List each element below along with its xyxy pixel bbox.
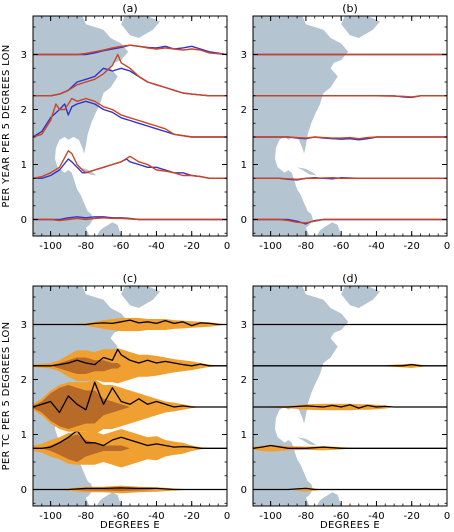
y-tick-label: 0 bbox=[241, 485, 247, 496]
land-shape bbox=[297, 437, 317, 446]
spread-band-light bbox=[253, 363, 447, 368]
y-tick-label: 1 bbox=[21, 430, 27, 441]
x-tick-label: 0 bbox=[224, 241, 230, 252]
y-tick-label: 3 bbox=[21, 320, 27, 331]
series-line bbox=[33, 97, 227, 138]
land-shape bbox=[121, 16, 160, 38]
x-tick-label: -40 bbox=[148, 511, 164, 522]
spread-band-light bbox=[33, 348, 227, 384]
x-tick-label: -80 bbox=[78, 241, 94, 252]
y-tick-label: 3 bbox=[21, 50, 27, 61]
mean-line bbox=[33, 348, 227, 367]
x-tick-label: -100 bbox=[39, 241, 62, 252]
x-tick-label: -20 bbox=[404, 511, 420, 522]
panel-b: -100 -80 -60 -40 -20 0 0 1 2 3 bbox=[241, 15, 450, 252]
panel-c-ylabel: PER TC PER 5 DEGREES LON bbox=[1, 322, 12, 471]
y-tick-label: 0 bbox=[21, 485, 27, 496]
series-line bbox=[253, 95, 447, 98]
x-tick-label: -100 bbox=[39, 511, 62, 522]
x-tick-label: -100 bbox=[259, 241, 282, 252]
x-tick-label: -60 bbox=[333, 511, 349, 522]
series-line bbox=[33, 217, 227, 222]
spread-band-dark bbox=[33, 385, 227, 429]
y-tick-label: 2 bbox=[241, 375, 247, 386]
x-tick-label: 0 bbox=[444, 241, 450, 252]
spread-band-dark bbox=[33, 434, 227, 462]
panel-a-title: (a) bbox=[122, 2, 137, 15]
panel-d-title: (d) bbox=[342, 272, 358, 285]
panel-c-xlabel: DEGREES E bbox=[100, 520, 160, 531]
land-shape bbox=[297, 167, 317, 176]
y-tick-label: 1 bbox=[21, 160, 27, 171]
land-shape bbox=[77, 167, 97, 176]
y-tick-label: 1 bbox=[241, 160, 247, 171]
land-shape bbox=[33, 16, 129, 236]
series-line bbox=[253, 136, 447, 140]
panel-d-xlabel: DEGREES E bbox=[320, 520, 380, 531]
x-tick-label: 0 bbox=[444, 511, 450, 522]
spread-band-light bbox=[253, 403, 447, 411]
panel-a: -100 -80 -60 -40 -20 0 0 1 2 3 bbox=[21, 15, 230, 252]
y-tick-label: 2 bbox=[21, 375, 27, 386]
mean-line bbox=[33, 381, 227, 414]
panel-c-plot-area bbox=[33, 286, 227, 506]
x-tick-label: -60 bbox=[333, 241, 349, 252]
panel-d: -100 -80 -60 -40 -20 0 0 1 2 3 bbox=[241, 285, 450, 522]
panel-d-plot-area bbox=[253, 286, 447, 506]
mean-line bbox=[253, 444, 447, 449]
x-tick-label: -20 bbox=[404, 241, 420, 252]
y-tick-label: 3 bbox=[241, 320, 247, 331]
land-shape bbox=[253, 16, 349, 236]
x-tick-label: -60 bbox=[113, 241, 129, 252]
panel-b-title: (b) bbox=[342, 2, 358, 15]
series-line bbox=[253, 177, 447, 180]
mean-line bbox=[33, 487, 227, 491]
mean-line bbox=[253, 404, 447, 409]
panel-b-plot-area bbox=[253, 16, 447, 236]
x-tick-label: -100 bbox=[259, 511, 282, 522]
panel-a-ylabel: PER YEAR PER 5 DEGREES LON bbox=[1, 44, 12, 207]
y-tick-label: 2 bbox=[241, 105, 247, 116]
series-line bbox=[33, 53, 227, 97]
y-tick-label: 1 bbox=[241, 430, 247, 441]
spread-band-light bbox=[33, 317, 227, 332]
y-tick-label: 0 bbox=[241, 215, 247, 226]
series-line bbox=[33, 100, 227, 138]
x-tick-label: -40 bbox=[368, 511, 384, 522]
x-tick-label: -80 bbox=[298, 241, 314, 252]
x-tick-label: -60 bbox=[113, 511, 129, 522]
x-tick-label: 0 bbox=[224, 511, 230, 522]
x-tick-label: -40 bbox=[148, 241, 164, 252]
land-shape bbox=[341, 286, 380, 308]
land-shape bbox=[341, 16, 380, 38]
mean-line bbox=[33, 429, 227, 449]
x-tick-label: -80 bbox=[78, 511, 94, 522]
panel-a-plot-area bbox=[33, 16, 227, 236]
series-line bbox=[253, 218, 447, 224]
y-tick-label: 0 bbox=[21, 215, 27, 226]
x-tick-label: -40 bbox=[368, 241, 384, 252]
land-shape bbox=[253, 286, 349, 506]
mean-line bbox=[253, 487, 447, 491]
series-line bbox=[33, 44, 227, 56]
x-tick-label: -80 bbox=[298, 511, 314, 522]
y-tick-label: 3 bbox=[241, 50, 247, 61]
mean-line bbox=[253, 363, 447, 367]
mean-line bbox=[33, 319, 227, 327]
panel-c-title: (c) bbox=[123, 272, 138, 285]
y-tick-label: 2 bbox=[21, 105, 27, 116]
x-tick-label: -20 bbox=[184, 511, 200, 522]
panel-c: -100 -80 -60 -40 -20 0 0 1 2 3 bbox=[21, 285, 230, 522]
series-line bbox=[33, 150, 227, 179]
x-tick-label: -20 bbox=[184, 241, 200, 252]
land-shape bbox=[121, 286, 160, 308]
